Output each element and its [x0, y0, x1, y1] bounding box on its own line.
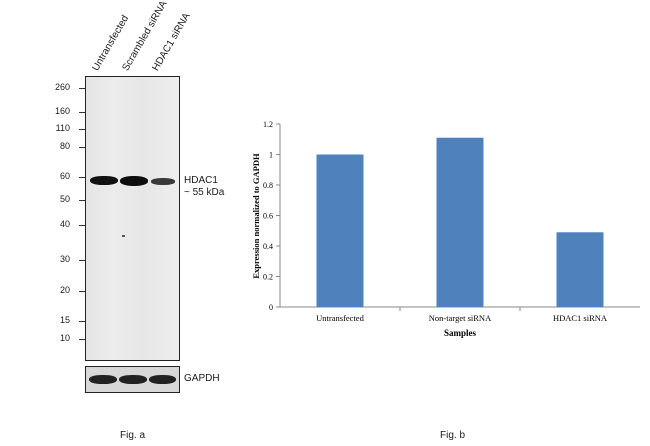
marker-tick-110	[79, 129, 85, 130]
marker-tick-20	[79, 291, 85, 292]
y-tick-label: 1	[269, 151, 273, 160]
marker-label-80: 80	[59, 141, 70, 151]
y-tick-label: 0	[269, 303, 273, 312]
y-tick-label: 1.2	[263, 120, 273, 129]
expression-bar-chart: 0 0.2 0.4 0.6 0.8 1 1.2 Untransfected Non-targe…	[251, 120, 640, 338]
marker-tick-40	[79, 225, 85, 226]
marker-tick-10	[79, 339, 85, 340]
marker-label-20: 20	[59, 285, 70, 295]
hdac1-band-lane-2	[120, 176, 148, 186]
marker-label-60: 60	[59, 171, 70, 181]
bar-series	[316, 137, 604, 307]
target-protein-label: HDAC1	[184, 175, 218, 186]
figure-a-caption: Fig. a	[120, 430, 146, 441]
marker-label-50: 50	[59, 194, 70, 204]
marker-label-110: 110	[55, 123, 70, 133]
target-size-label: ~ 55 kDa	[184, 187, 225, 198]
y-tick-label: 0.8	[263, 181, 273, 190]
gapdh-band-lane-2	[119, 375, 147, 384]
gapdh-band-lane-1	[89, 375, 117, 384]
x-tick-label: HDAC1 siRNA	[553, 313, 608, 323]
bar-2	[436, 137, 484, 307]
marker-label-40: 40	[59, 219, 70, 229]
marker-label-260: 260	[54, 82, 70, 92]
bar-3	[556, 232, 604, 307]
marker-label-10: 10	[59, 333, 70, 343]
marker-tick-30	[79, 260, 85, 261]
marker-tick-160	[79, 112, 85, 113]
y-tick-label: 0.2	[263, 273, 273, 282]
hdac1-band-lane-3	[151, 178, 175, 185]
marker-label-30: 30	[59, 254, 70, 264]
y-axis: 0 0.2 0.4 0.6 0.8 1 1.2	[263, 120, 281, 312]
bar-1	[316, 154, 364, 307]
marker-tick-15	[79, 321, 85, 322]
gapdh-blot-membrane	[85, 366, 180, 393]
blot-speck	[122, 235, 125, 237]
marker-tick-50	[79, 200, 85, 201]
y-tick-label: 0.4	[263, 242, 273, 251]
hdac1-blot-membrane	[85, 76, 180, 361]
figure-b-caption: Fig. b	[440, 430, 466, 441]
marker-tick-80	[79, 147, 85, 148]
y-tick-label: 0.6	[263, 212, 273, 221]
x-tick-label: Non-target siRNA	[429, 313, 492, 323]
x-axis-label: Samples	[444, 328, 477, 338]
marker-label-160: 160	[54, 106, 70, 116]
hdac1-band-lane-1	[90, 176, 118, 185]
marker-tick-60	[79, 177, 85, 178]
marker-label-15: 15	[59, 315, 70, 325]
gapdh-band-lane-3	[149, 375, 176, 384]
x-axis: Untransfected Non-target siRNA HDAC1 siRNA	[280, 306, 640, 323]
loading-control-label: GAPDH	[184, 373, 220, 384]
y-axis-label: Expression normalized to GAPDH	[251, 153, 261, 279]
marker-tick-260	[79, 88, 85, 89]
x-tick-label: Untransfected	[316, 313, 364, 323]
